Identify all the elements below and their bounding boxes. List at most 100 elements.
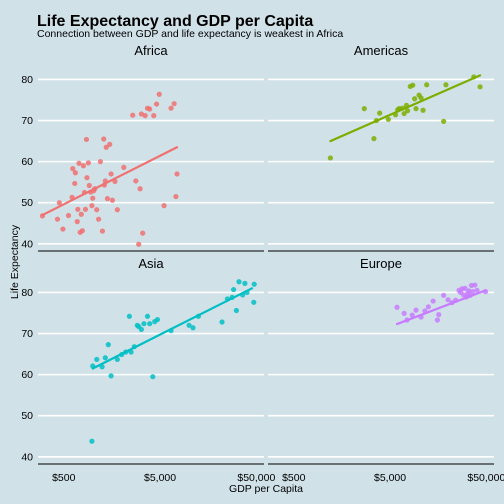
data-point-africa-57 [173, 193, 179, 200]
facet-label-europe: Europe [360, 256, 402, 271]
data-point-asia-19 [150, 374, 156, 380]
data-point-europe-12 [445, 297, 451, 303]
data-point-africa-34 [103, 144, 109, 150]
data-point-americas-1 [361, 106, 367, 112]
y-tick-label-80: 80 [21, 287, 33, 299]
data-point-americas-24 [477, 84, 483, 90]
data-point-africa-4 [65, 212, 72, 219]
facet-label-americas: Americas [354, 43, 409, 58]
data-point-africa-38 [109, 197, 116, 203]
data-point-africa-24 [90, 195, 96, 201]
panel-europe: Europe [268, 256, 494, 465]
data-point-africa-23 [89, 203, 95, 209]
data-point-africa-40 [114, 207, 120, 213]
data-point-africa-42 [130, 112, 136, 118]
data-point-asia-36 [251, 281, 257, 287]
data-point-africa-54 [161, 203, 167, 209]
facet-label-asia: Asia [138, 256, 164, 271]
data-point-europe-8 [430, 298, 436, 304]
data-point-africa-11 [76, 160, 82, 166]
panel-americas: Americas [268, 43, 494, 252]
data-point-africa-30 [99, 228, 106, 234]
data-point-africa-41 [121, 164, 127, 170]
data-point-asia-30 [233, 307, 239, 314]
data-point-europe-19 [462, 285, 468, 291]
data-point-africa-31 [101, 136, 107, 142]
data-point-americas-12 [404, 108, 411, 114]
data-point-americas-2 [371, 136, 377, 142]
x-tick-label-500: $500 [282, 472, 306, 484]
data-point-asia-10 [126, 313, 132, 319]
data-point-europe-25 [470, 289, 476, 295]
data-point-europe-27 [474, 287, 480, 293]
data-point-europe-9 [434, 317, 440, 323]
trend-line-europe [395, 289, 487, 326]
panel-asia: Asia [38, 256, 264, 465]
data-point-americas-20 [424, 82, 430, 88]
data-point-americas-16 [413, 106, 419, 112]
data-point-africa-45 [137, 186, 143, 192]
data-point-asia-23 [186, 322, 192, 328]
data-point-africa-2 [56, 200, 62, 206]
y-tick-label-60: 60 [21, 156, 33, 168]
data-point-africa-43 [133, 178, 139, 184]
data-point-asia-0 [89, 438, 95, 444]
data-point-africa-36 [107, 141, 113, 147]
data-point-africa-15 [80, 163, 87, 169]
data-point-africa-1 [54, 216, 61, 222]
data-point-africa-21 [86, 182, 92, 189]
data-point-asia-29 [230, 286, 237, 293]
data-point-americas-14 [410, 82, 416, 88]
data-point-europe-11 [441, 292, 447, 298]
data-point-africa-56 [171, 101, 177, 107]
data-point-asia-24 [190, 325, 196, 331]
data-point-africa-14 [79, 228, 85, 234]
y-tick-label-70: 70 [21, 328, 33, 340]
data-point-asia-7 [114, 356, 120, 363]
y-axis-ticks: 40 50 60 70 80 40 50 60 70 80 [21, 74, 33, 463]
trend-line-asia [91, 287, 254, 370]
x-tick-label-5000: $5,000 [144, 472, 176, 484]
data-point-africa-6 [70, 166, 76, 172]
data-point-africa-28 [96, 216, 102, 222]
data-point-asia-2 [94, 356, 100, 363]
data-point-asia-33 [242, 280, 248, 286]
data-point-europe-0 [394, 304, 400, 310]
data-point-africa-17 [82, 206, 89, 212]
y-tick-label-50: 50 [21, 410, 33, 422]
trend-line-africa [41, 146, 179, 217]
chart-subtitle: Connection between GDP and life expectan… [37, 28, 343, 40]
y-tick-label-60: 60 [21, 369, 33, 381]
data-point-africa-8 [72, 170, 78, 176]
data-point-europe-3 [409, 312, 415, 318]
data-point-africa-7 [72, 180, 78, 187]
data-point-africa-44 [136, 241, 142, 247]
x-tick-label-50000: $50,000 [467, 472, 504, 484]
x-tick-label-5000: $5,000 [374, 472, 406, 484]
data-point-asia-5 [105, 342, 111, 348]
data-point-asia-16 [141, 321, 147, 327]
data-point-africa-18 [83, 136, 90, 143]
data-point-africa-3 [60, 226, 66, 232]
data-point-americas-15 [412, 96, 418, 102]
data-point-asia-21 [154, 316, 161, 323]
data-point-africa-13 [78, 211, 84, 217]
data-point-americas-21 [441, 118, 447, 124]
data-point-europe-4 [413, 307, 419, 313]
x-axis-label: GDP per Capita [229, 483, 303, 495]
data-point-americas-22 [443, 82, 449, 88]
data-point-americas-19 [420, 107, 426, 113]
data-point-africa-27 [94, 207, 100, 213]
data-point-africa-9 [74, 219, 80, 225]
data-point-asia-18 [147, 321, 153, 327]
chart-title: Life Expectancy and GDP per Capita [37, 13, 313, 30]
facet-label-africa: Africa [134, 43, 168, 58]
data-point-asia-6 [108, 373, 114, 379]
data-point-africa-52 [153, 101, 160, 107]
data-point-africa-55 [168, 105, 174, 111]
data-point-asia-4 [102, 355, 108, 361]
data-point-americas-0 [327, 155, 333, 161]
y-tick-label-50: 50 [21, 197, 33, 209]
data-point-africa-50 [147, 106, 153, 112]
data-point-asia-31 [236, 279, 242, 285]
